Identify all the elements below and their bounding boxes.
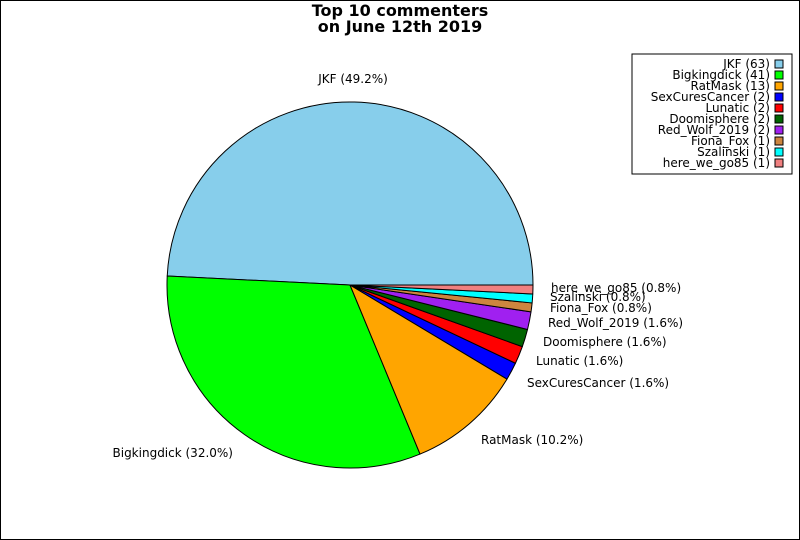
legend-swatch-red-wolf-2019 xyxy=(774,125,784,135)
slice-label-fiona-fox: Fiona_Fox (0.8%) xyxy=(550,301,652,315)
slice-labels: JKF (49.2%) Bigkingdick (32.0%) RatMask (1… xyxy=(113,72,684,460)
legend-label-lunatic: Lunatic (2) xyxy=(706,101,771,115)
pie-slice-bigkingdick xyxy=(166,275,421,469)
legend-label-red-wolf-2019: Red_Wolf_2019 (2) xyxy=(658,123,770,137)
chart-title-line-2: on June 12th 2019 xyxy=(318,17,483,36)
legend-label-szalinski: Szalinski (1) xyxy=(697,145,770,159)
legend-label-ratmask: RatMask (13) xyxy=(691,79,771,93)
pie-slices xyxy=(166,101,534,469)
legend-swatch-doomisphere xyxy=(774,114,784,124)
legend-swatch-szalinski xyxy=(774,147,784,157)
chart-title-line-1: Top 10 commenters xyxy=(312,1,489,20)
legend-swatch-jkf xyxy=(774,59,784,69)
legend-swatch-ratmask xyxy=(774,81,784,91)
legend-box xyxy=(631,53,793,175)
legend-label-fiona-fox: Fiona_Fox (1) xyxy=(691,134,770,148)
legend-swatch-bigkingdick xyxy=(774,70,784,80)
pie-slice-here-we-go85 xyxy=(349,284,534,295)
legend-label-jkf: JKF (63) xyxy=(722,57,770,71)
slice-label-doomisphere: Doomisphere (1.6%) xyxy=(543,335,667,349)
pie-slice-ratmask xyxy=(349,284,508,455)
slice-label-lunatic: Lunatic (1.6%) xyxy=(536,354,623,368)
slice-label-jkf: JKF (49.2%) xyxy=(317,72,388,86)
slice-label-here-we-go85: here_we_go85 (0.8%) xyxy=(551,281,681,295)
slice-label-red-wolf-2019: Red_Wolf_2019 (1.6%) xyxy=(548,316,683,330)
legend-label-bigkingdick: Bigkingdick (41) xyxy=(672,68,770,82)
legend-label-doomisphere: Doomisphere (2) xyxy=(669,112,770,126)
legend-swatch-fiona-fox xyxy=(774,136,784,146)
legend-swatch-sexcurescancer xyxy=(774,92,784,102)
slice-label-ratmask: RatMask (10.2%) xyxy=(481,433,583,447)
slice-label-bigkingdick: Bigkingdick (32.0%) xyxy=(113,446,234,460)
legend-label-here-we-go85: here_we_go85 (1) xyxy=(663,156,770,170)
slice-label-szalinski: Szalinski (0.8%) xyxy=(550,290,646,304)
pie-slice-jkf xyxy=(166,101,534,286)
legend-swatch-here-we-go85 xyxy=(774,158,784,168)
legend: JKF (63)Bigkingdick (41)RatMask (13)SexC… xyxy=(631,53,793,175)
legend-label-sexcurescancer: SexCuresCancer (2) xyxy=(651,90,770,104)
slice-label-sexcurescancer: SexCuresCancer (1.6%) xyxy=(527,376,669,390)
legend-swatch-lunatic xyxy=(774,103,784,113)
